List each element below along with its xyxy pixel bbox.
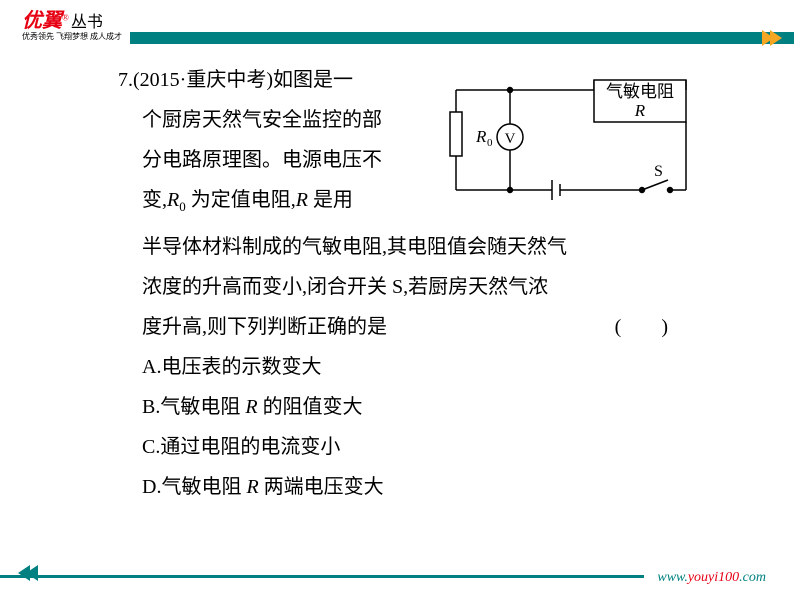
footer: www.youyi100.com xyxy=(0,566,794,596)
option-a: A.电压表的示数变大 xyxy=(142,356,321,378)
option-c: C.通过电阻的电流变小 xyxy=(142,436,340,458)
q-line3: 分电路原理图。电源电压不 xyxy=(142,149,382,171)
q-line4-pre: 变, xyxy=(142,189,167,211)
url-www: www. xyxy=(657,570,687,585)
s-label: S xyxy=(654,163,663,180)
arrow-right-icon xyxy=(766,30,782,51)
q-line1: 如图是一 xyxy=(273,69,353,91)
header-bar xyxy=(130,32,794,44)
options: A.电压表的示数变大 B.气敏电阻 R 的阻值变大 C.通过电阻的电流变小 D.… xyxy=(118,347,678,507)
r0-label: R xyxy=(475,127,487,146)
q-line4-post: 是用 xyxy=(308,189,353,211)
option-b-r: R xyxy=(245,396,257,418)
gasresistor-label: 气敏电阻 xyxy=(606,82,674,101)
q-line7: 度升高,则下列判断正确的是 xyxy=(142,316,387,338)
header: 优翼®丛书 优秀领先 飞翔梦想 成人成才 xyxy=(0,0,794,38)
question-source: (2015·重庆中考) xyxy=(133,69,273,91)
r0-sub-label: 0 xyxy=(487,137,493,149)
q-line4-mid: 为定值电阻, xyxy=(186,189,296,211)
r-label: R xyxy=(634,101,646,120)
option-d-r: R xyxy=(246,476,258,498)
q-line6: 浓度的升高而变小,闭合开关 S,若厨房天然气浓 xyxy=(142,276,548,298)
circuit-diagram: 气敏电阻 R R 0 V S xyxy=(428,72,700,214)
logo-main: 优翼 xyxy=(22,10,62,32)
reg-mark: ® xyxy=(62,13,69,23)
option-d-post: 两端电压变大 xyxy=(259,476,384,498)
v-label: V xyxy=(505,131,516,147)
q-r0: R xyxy=(167,189,179,211)
q-r: R xyxy=(296,189,308,211)
footer-bar xyxy=(0,575,644,578)
footer-url: www.youyi100.com xyxy=(657,570,766,586)
url-com: .com xyxy=(739,570,766,585)
option-d-pre: D.气敏电阻 xyxy=(142,476,246,498)
q-line5: 半导体材料制成的气敏电阻,其电阻值会随天然气 xyxy=(142,236,567,258)
q-line2: 个厨房天然气安全监控的部 xyxy=(142,109,382,131)
logo-area: 优翼®丛书 优秀领先 飞翔梦想 成人成才 xyxy=(22,4,122,42)
option-b-post: 的阻值变大 xyxy=(258,396,363,418)
url-domain: youyi100 xyxy=(688,570,739,585)
logo-sub: 丛书 xyxy=(71,14,103,31)
option-b-pre: B.气敏电阻 xyxy=(142,396,245,418)
answer-paren: ( ) xyxy=(615,307,668,347)
logo-tagline: 优秀领先 飞翔梦想 成人成才 xyxy=(22,31,122,42)
question-number: 7. xyxy=(118,69,133,91)
